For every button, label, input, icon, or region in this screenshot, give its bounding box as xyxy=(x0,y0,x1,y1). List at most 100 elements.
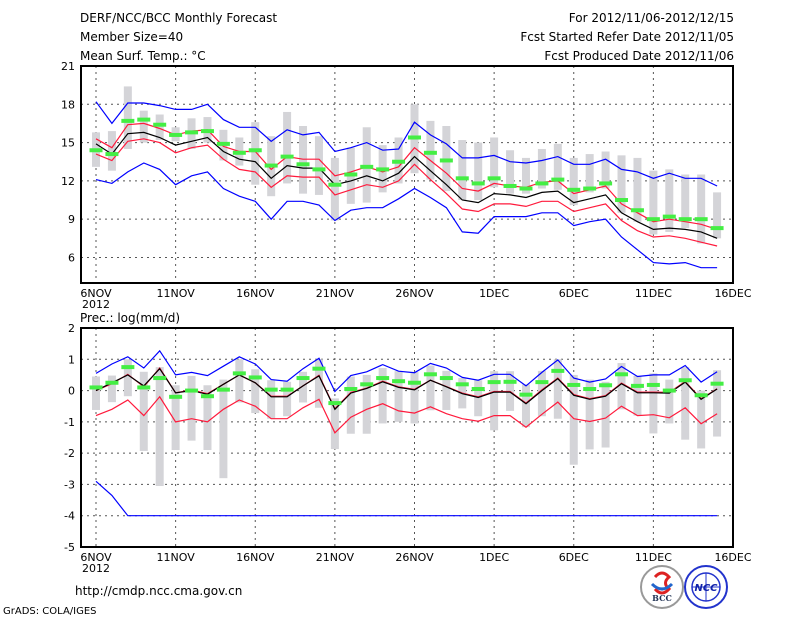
ensemble-range-bar xyxy=(92,376,100,410)
green-marker xyxy=(153,122,167,127)
ensemble-range-bar xyxy=(330,157,339,221)
ensemble-range-bar xyxy=(697,174,706,244)
x-year-label: 2012 xyxy=(82,562,110,575)
ensemble-mean-line xyxy=(95,131,718,239)
ensemble-range-bar xyxy=(426,365,435,411)
x-tick-label: 21NOV xyxy=(316,551,355,564)
ensemble-range-bar xyxy=(426,120,435,180)
green-marker xyxy=(312,366,326,371)
ensemble-range-bar xyxy=(299,371,308,403)
green-marker xyxy=(121,118,135,123)
ensemble-max-line xyxy=(95,101,718,187)
y-tick-label: 15 xyxy=(61,137,75,150)
green-marker xyxy=(439,376,453,381)
ensemble-range-bar xyxy=(474,380,483,417)
green-marker xyxy=(503,183,517,188)
green-marker xyxy=(710,381,724,386)
ensemble-range-bar xyxy=(283,111,292,184)
ensemble-range-bar xyxy=(633,157,642,222)
green-marker xyxy=(360,164,374,169)
ensemble-range-bar xyxy=(490,137,499,188)
ensemble-range-bar xyxy=(713,192,722,239)
green-marker xyxy=(137,385,151,390)
ensemble-range-bar xyxy=(569,374,578,465)
green-marker xyxy=(376,167,390,172)
green-marker xyxy=(89,148,103,153)
ensemble-range-bar xyxy=(585,379,594,450)
svg-text:BCC: BCC xyxy=(652,593,672,603)
green-marker xyxy=(248,148,262,153)
ensemble-range-bar xyxy=(346,376,355,434)
green-marker xyxy=(200,129,214,134)
variable-label: Mean Surf. Temp.: °C xyxy=(80,49,206,63)
green-marker xyxy=(487,176,501,181)
y-tick-label: -5 xyxy=(64,541,75,554)
ensemble-range-bar xyxy=(107,375,116,403)
green-marker xyxy=(169,132,183,137)
ensemble-range-bar xyxy=(251,122,260,185)
ensemble-range-bar xyxy=(521,157,530,194)
green-marker xyxy=(408,380,421,385)
ensemble-range-bar xyxy=(649,373,658,434)
ensemble-range-bar xyxy=(442,370,451,410)
green-marker xyxy=(694,217,708,222)
green-marker xyxy=(487,380,501,385)
ensemble-range-bar xyxy=(155,114,164,141)
ensemble-range-bar xyxy=(155,367,164,486)
ensemble-range-bar xyxy=(314,359,323,408)
forecast-period: For 2012/11/06-2012/12/15 xyxy=(569,11,734,25)
ensemble-range-bar xyxy=(697,390,706,449)
x-tick-label: 26NOV xyxy=(395,287,434,300)
green-marker xyxy=(471,181,485,186)
green-marker xyxy=(615,198,629,203)
fcst-produced-date: Fcst Produced Date 2012/11/06 xyxy=(544,49,734,63)
x-tick-label: 11NOV xyxy=(157,551,196,564)
ensemble-range-bar xyxy=(553,143,562,190)
y-tick-label: 1 xyxy=(68,353,75,366)
green-marker xyxy=(296,376,310,381)
ensemble-max-line xyxy=(95,349,718,393)
green-marker xyxy=(232,150,246,155)
y-tick-label: -1 xyxy=(64,416,75,429)
svg-text:NCC: NCC xyxy=(694,583,718,594)
ensemble-range-bar xyxy=(299,125,308,194)
green-marker xyxy=(694,393,708,398)
x-tick-label: 6NOV xyxy=(80,551,112,564)
green-marker xyxy=(328,401,342,406)
green-marker xyxy=(392,379,406,384)
ensemble-range-bar xyxy=(123,86,132,149)
grads-credit: GrADS: COLA/IGES xyxy=(3,606,97,617)
website-url: http://cmdp.ncc.cma.gov.cn xyxy=(75,584,242,598)
ensemble-range-bar xyxy=(490,371,499,431)
green-marker xyxy=(423,150,437,155)
ensemble-range-bar xyxy=(665,169,674,232)
y-tick-label: 9 xyxy=(68,213,75,226)
y-tick-label: 21 xyxy=(61,60,75,73)
x-tick-label: 16DEC xyxy=(714,551,751,564)
y-tick-label: -4 xyxy=(64,510,75,523)
ensemble-range-bar xyxy=(617,155,626,213)
ensemble-range-bar xyxy=(474,142,483,201)
green-marker xyxy=(328,182,342,187)
ensemble-min-line xyxy=(95,162,718,269)
green-marker xyxy=(408,135,421,140)
y-tick-label: 0 xyxy=(68,385,75,398)
bcc-logo: BCC xyxy=(640,565,684,609)
precip-panel-title: Prec.: log(mm/d) xyxy=(80,311,180,325)
y-tick-label: -3 xyxy=(64,478,75,491)
spread-lower-line xyxy=(95,395,718,434)
green-marker xyxy=(264,163,278,168)
green-marker xyxy=(105,380,119,385)
green-marker xyxy=(599,181,613,186)
green-marker xyxy=(551,368,565,373)
ensemble-range-bar xyxy=(569,157,578,206)
green-marker xyxy=(169,394,183,399)
green-marker xyxy=(551,177,565,182)
green-marker xyxy=(646,382,660,387)
figure-title: DERF/NCC/BCC Monthly Forecast xyxy=(80,11,277,25)
green-marker xyxy=(296,162,310,167)
green-marker xyxy=(137,117,151,122)
x-tick-label: 11NOV xyxy=(157,287,196,300)
green-marker xyxy=(280,387,294,392)
green-marker xyxy=(89,385,103,390)
